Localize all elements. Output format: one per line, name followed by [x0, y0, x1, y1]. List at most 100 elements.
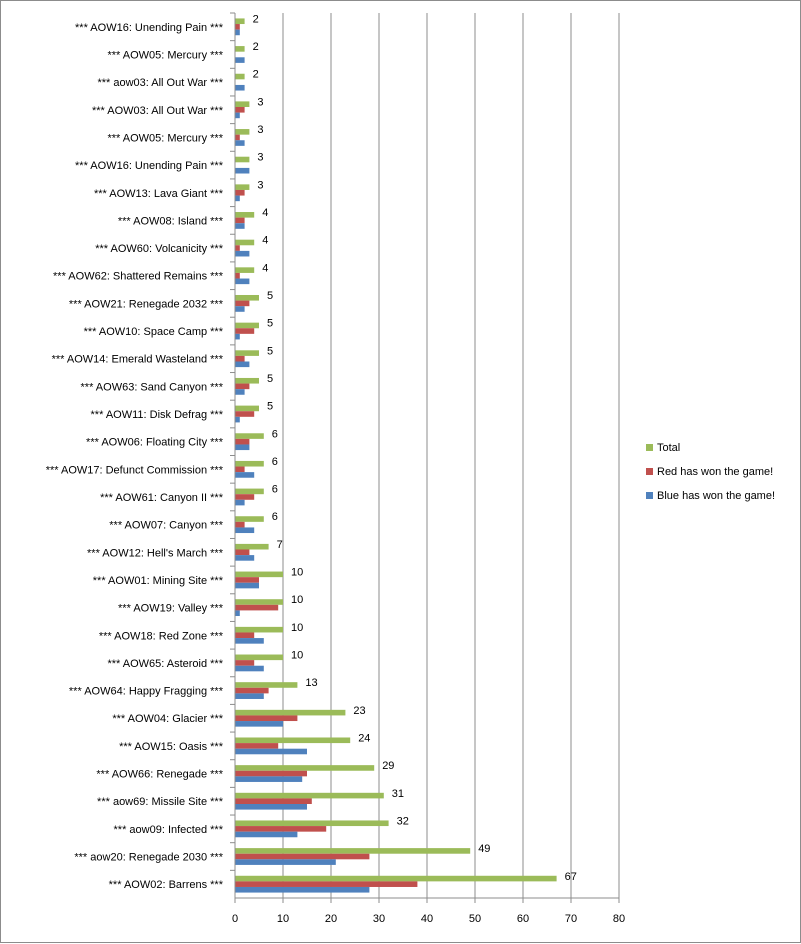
bar-blue-wins	[235, 167, 250, 174]
category-label: *** AOW05: Mercury ***	[107, 132, 223, 144]
category-label: *** AOW13: Lava Giant ***	[94, 188, 224, 200]
bar-total	[235, 709, 346, 716]
data-label-total: 6	[272, 484, 278, 496]
category-label: *** AOW01: Mining Site ***	[93, 575, 224, 587]
data-label-total: 4	[262, 262, 268, 274]
data-label-total: 4	[262, 235, 268, 247]
bar-total	[235, 848, 471, 854]
data-label-total: 3	[257, 124, 263, 136]
category-label: *** AOW03: All Out War ***	[92, 105, 224, 117]
bar-blue-wins	[235, 112, 240, 119]
data-label-total: 2	[253, 41, 259, 53]
bar-blue-wins	[235, 555, 255, 561]
data-label-total: 31	[392, 788, 404, 800]
legend: Total Red has won the game! Blue has won t…	[646, 442, 775, 502]
bar-blue-wins	[235, 721, 283, 727]
legend-label: Red has won the game!	[657, 466, 773, 478]
category-label: *** AOW62: Shattered Remains ***	[53, 271, 224, 283]
data-label-total: 49	[478, 843, 490, 855]
bar-red-wins	[235, 355, 245, 362]
x-tick-label: 60	[517, 913, 529, 925]
category-label: *** AOW16: Unending Pain ***	[75, 160, 224, 172]
data-label-total: 3	[257, 152, 263, 164]
bars	[235, 18, 557, 893]
bar-blue-wins	[235, 638, 264, 644]
bar-blue-wins	[235, 416, 240, 423]
data-label-total: 6	[272, 456, 278, 468]
data-label-total: 6	[272, 511, 278, 523]
bar-red-wins	[235, 494, 255, 500]
bar-red-wins	[235, 383, 250, 390]
category-label: *** AOW07: Canyon ***	[109, 520, 223, 532]
category-label: *** AOW15: Oasis ***	[119, 741, 224, 753]
bar-red-wins	[235, 660, 255, 666]
bar-red-wins	[235, 826, 327, 832]
bar-red-wins	[235, 466, 245, 473]
category-label: *** AOW04: Glacier ***	[112, 713, 223, 725]
category-label: *** AOW11: Disk Defrag ***	[91, 409, 224, 421]
bar-red-wins	[235, 134, 240, 141]
legend-swatch	[646, 492, 653, 499]
bar-blue-wins	[235, 195, 240, 202]
bar-total	[235, 571, 283, 578]
bar-total	[235, 156, 250, 163]
data-label-total: 5	[267, 401, 273, 413]
bar-blue-wins	[235, 527, 255, 534]
bar-red-wins	[235, 245, 240, 251]
bar-total	[235, 129, 250, 135]
bar-total	[235, 184, 250, 190]
category-label: *** AOW60: Volcanicity ***	[95, 243, 224, 255]
bar-blue-wins	[235, 804, 307, 810]
bar-total	[235, 267, 255, 273]
bar-blue-wins	[235, 250, 250, 257]
bar-blue-wins	[235, 831, 298, 838]
bar-red-wins	[235, 881, 418, 887]
bar-blue-wins	[235, 582, 259, 589]
bar-blue-wins	[235, 140, 245, 146]
bar-blue-wins	[235, 444, 250, 451]
bar-blue-wins	[235, 389, 245, 395]
bar-red-wins	[235, 272, 240, 279]
bar-total	[235, 405, 259, 412]
bar-total	[235, 18, 245, 25]
bar-blue-wins	[235, 886, 370, 893]
bar-red-wins	[235, 632, 255, 639]
bar-total	[235, 46, 245, 52]
bar-total	[235, 875, 557, 882]
category-label: *** AOW10: Space Camp ***	[84, 326, 224, 338]
bar-red-wins	[235, 798, 312, 805]
bar-red-wins	[235, 715, 298, 722]
category-label: *** AOW21: Renegade 2032 ***	[69, 298, 224, 310]
bar-red-wins	[235, 411, 255, 417]
bar-total	[235, 322, 259, 329]
bar-total	[235, 682, 298, 688]
bar-total	[235, 239, 255, 246]
bar-red-wins	[235, 604, 279, 611]
bar-total	[235, 101, 250, 107]
data-label-total: 10	[291, 622, 303, 634]
bar-blue-wins	[235, 693, 264, 699]
bar-total	[235, 792, 384, 799]
bar-blue-wins	[235, 306, 245, 312]
category-label: *** aow20: Renegade 2030 ***	[74, 852, 223, 864]
bar-blue-wins	[235, 499, 245, 506]
gridlines	[282, 13, 620, 898]
data-label-total: 4	[262, 207, 268, 219]
category-label: *** aow69: Missile Site ***	[97, 796, 224, 808]
bar-red-wins	[235, 521, 245, 528]
category-label: *** aow09: Infected ***	[114, 824, 224, 836]
bar-blue-wins	[235, 223, 245, 229]
bar-total	[235, 516, 264, 522]
category-label: *** AOW02: Barrens ***	[109, 879, 224, 891]
bar-blue-wins	[235, 748, 307, 755]
x-tick-label: 20	[325, 913, 337, 925]
bar-blue-wins	[235, 361, 250, 368]
bar-blue-wins	[235, 776, 303, 782]
category-label: *** AOW18: Red Zone ***	[99, 630, 224, 642]
bar-red-wins	[235, 687, 269, 694]
x-tick-label: 10	[277, 913, 289, 925]
bar-blue-wins	[235, 859, 336, 865]
bar-blue-wins	[235, 333, 240, 340]
